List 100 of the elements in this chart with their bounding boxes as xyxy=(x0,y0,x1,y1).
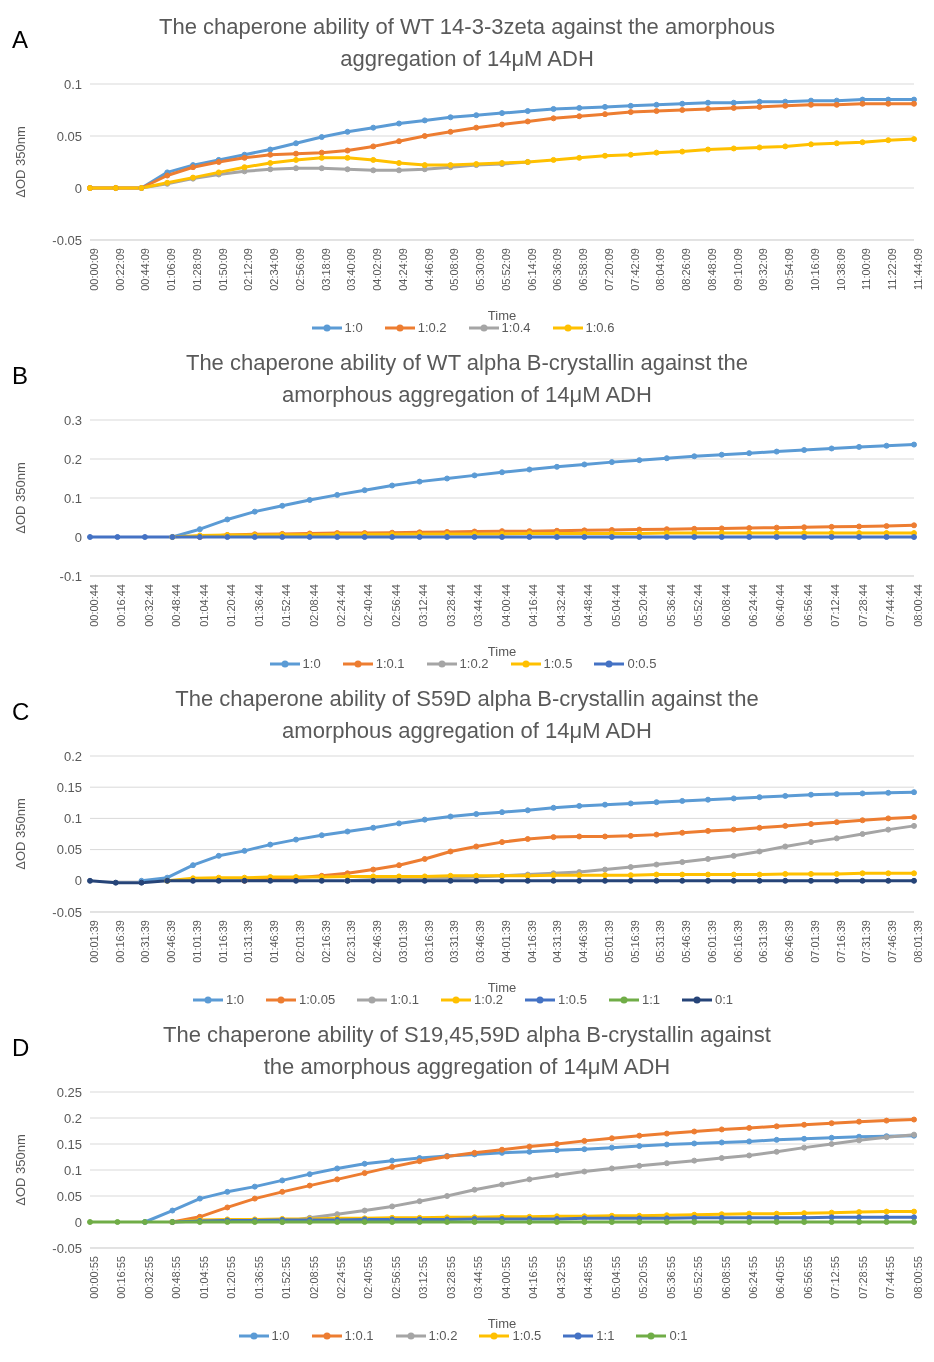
x-tick-label: 00:46:39 xyxy=(165,920,178,963)
x-tick-label: 04:46:39 xyxy=(577,920,590,963)
x-tick-label: 06:08:44 xyxy=(719,584,732,627)
legend-label: 0:1 xyxy=(715,992,734,1007)
x-tick-label: 00:16:55 xyxy=(115,1256,128,1299)
x-tick-label: 00:48:55 xyxy=(170,1256,183,1299)
x-tick-label: 01:52:44 xyxy=(280,584,293,627)
chart-title: The chaperone ability of S19,45,59D alpha B-crystallin against the amorphous aggregation of 14μM ADH xyxy=(162,1021,772,1081)
y-tick-label: 0 xyxy=(74,529,82,545)
x-tick-label: 04:00:44 xyxy=(499,584,512,627)
x-tick-label: 03:44:55 xyxy=(472,1256,485,1299)
x-tick-label: 00:48:44 xyxy=(170,584,183,627)
legend-label: 1:0.2 xyxy=(428,1328,458,1343)
y-axis-title: ΔOD 350nm xyxy=(12,798,28,870)
chart-title: The chaperone ability of S59D alpha B-crystallin against the amorphous aggregation of 14μM ADH xyxy=(174,685,760,745)
x-tick-label: 02:12:09 xyxy=(242,248,255,291)
x-tick-label: 03:28:44 xyxy=(444,584,457,627)
x-tick-label: 11:44:09 xyxy=(911,248,924,291)
x-tick-label: 00:16:39 xyxy=(113,920,126,963)
x-tick-label: 01:20:44 xyxy=(225,584,238,627)
x-tick-label: 03:31:39 xyxy=(448,920,461,963)
x-tick-label: 08:04:09 xyxy=(654,248,667,291)
x-tick-label: 04:46:09 xyxy=(422,248,435,291)
x-tick-label: 05:46:39 xyxy=(680,920,693,963)
y-tick-label: 0.05 xyxy=(56,1188,82,1204)
x-tick-label: 07:44:44 xyxy=(884,584,897,627)
x-tick-label: 03:46:39 xyxy=(474,920,487,963)
x-tick-label: 02:08:44 xyxy=(307,584,320,627)
y-tick-label: 0.15 xyxy=(56,1136,82,1152)
legend-label: 1:0.1 xyxy=(344,1328,374,1343)
x-tick-label: 06:31:39 xyxy=(757,920,770,963)
x-tick-label: 08:01:39 xyxy=(911,920,924,963)
x-tick-label: 11:22:09 xyxy=(886,248,899,291)
x-tick-label: 02:46:39 xyxy=(371,920,384,963)
y-tick-label: 0.05 xyxy=(56,842,82,858)
x-tick-label: 00:00:44 xyxy=(87,584,100,627)
x-tick-label: 06:01:39 xyxy=(705,920,718,963)
legend-label: 0:0.5 xyxy=(627,656,657,671)
legend-label: 1:0.4 xyxy=(501,320,531,335)
x-tick-label: 06:24:44 xyxy=(747,584,760,627)
x-tick-label: 03:44:44 xyxy=(472,584,485,627)
legend-label: 1:0 xyxy=(271,1328,290,1343)
x-tick-label: 00:32:44 xyxy=(142,584,155,627)
y-axis-title: ΔOD 350nm xyxy=(12,1134,28,1206)
y-tick-label: 0.1 xyxy=(63,1162,82,1178)
legend-label: 1:0.5 xyxy=(558,992,587,1007)
x-tick-label: 07:31:39 xyxy=(860,920,873,963)
x-tick-label: 03:12:55 xyxy=(417,1256,430,1299)
x-tick-label: 05:36:44 xyxy=(664,584,677,627)
x-tick-label: 07:20:09 xyxy=(602,248,615,291)
legend-label: 1:0 xyxy=(302,656,321,671)
x-tick-label: 07:12:55 xyxy=(829,1256,842,1299)
x-tick-label: 08:26:09 xyxy=(680,248,693,291)
y-tick-label: 0.1 xyxy=(63,490,82,506)
x-tick-label: 01:31:39 xyxy=(242,920,255,963)
y-tick-label: 0.2 xyxy=(63,748,82,764)
x-tick-label: 07:42:09 xyxy=(628,248,641,291)
x-axis-title: Time xyxy=(487,1316,517,1331)
x-tick-label: 03:16:39 xyxy=(422,920,435,963)
y-tick-label: 0.1 xyxy=(63,76,82,92)
x-tick-label: 04:31:39 xyxy=(551,920,564,963)
x-tick-label: 05:36:55 xyxy=(664,1256,677,1299)
y-tick-label: 0 xyxy=(74,180,82,196)
x-axis-title: Time xyxy=(487,308,517,323)
x-tick-label: 01:20:55 xyxy=(225,1256,238,1299)
y-tick-label: 0.25 xyxy=(56,1084,82,1100)
x-tick-label: 08:48:09 xyxy=(705,248,718,291)
legend-label: 1:0.2 xyxy=(417,320,447,335)
x-tick-label: 09:54:09 xyxy=(783,248,796,291)
x-tick-label: 04:16:39 xyxy=(525,920,538,963)
x-tick-label: 05:30:09 xyxy=(474,248,487,291)
x-tick-label: 01:04:55 xyxy=(197,1256,210,1299)
x-tick-label: 04:32:44 xyxy=(554,584,567,627)
x-tick-label: 05:01:39 xyxy=(602,920,615,963)
legend-label: 1:1 xyxy=(641,992,660,1007)
x-tick-label: 04:16:44 xyxy=(527,584,540,627)
x-tick-label: 02:08:55 xyxy=(307,1256,320,1299)
x-tick-label: 01:36:44 xyxy=(252,584,265,627)
x-tick-label: 02:24:55 xyxy=(335,1256,348,1299)
x-tick-label: 06:36:09 xyxy=(551,248,564,291)
x-tick-label: 04:48:44 xyxy=(582,584,595,627)
legend-label: 0:1 xyxy=(669,1328,688,1343)
legend-label: 1:0.1 xyxy=(390,992,420,1007)
y-axis-title: ΔOD 350nm xyxy=(12,462,28,534)
x-tick-label: 07:01:39 xyxy=(808,920,821,963)
x-tick-label: 08:00:44 xyxy=(911,584,924,627)
x-tick-label: 00:22:09 xyxy=(113,248,126,291)
x-tick-label: 02:24:44 xyxy=(335,584,348,627)
x-tick-label: 02:56:09 xyxy=(293,248,306,291)
x-tick-label: 06:24:55 xyxy=(747,1256,760,1299)
x-tick-label: 05:31:39 xyxy=(654,920,667,963)
x-tick-label: 07:28:55 xyxy=(856,1256,869,1299)
legend-label: 1:0.2 xyxy=(459,656,489,671)
x-tick-label: 05:04:55 xyxy=(609,1256,622,1299)
x-tick-label: 00:00:09 xyxy=(87,248,100,291)
x-tick-label: 09:10:09 xyxy=(731,248,744,291)
x-tick-label: 01:06:09 xyxy=(165,248,178,291)
x-tick-label: 00:31:39 xyxy=(139,920,152,963)
text: D xyxy=(12,1034,30,1062)
y-tick-label: -0.1 xyxy=(59,568,82,584)
